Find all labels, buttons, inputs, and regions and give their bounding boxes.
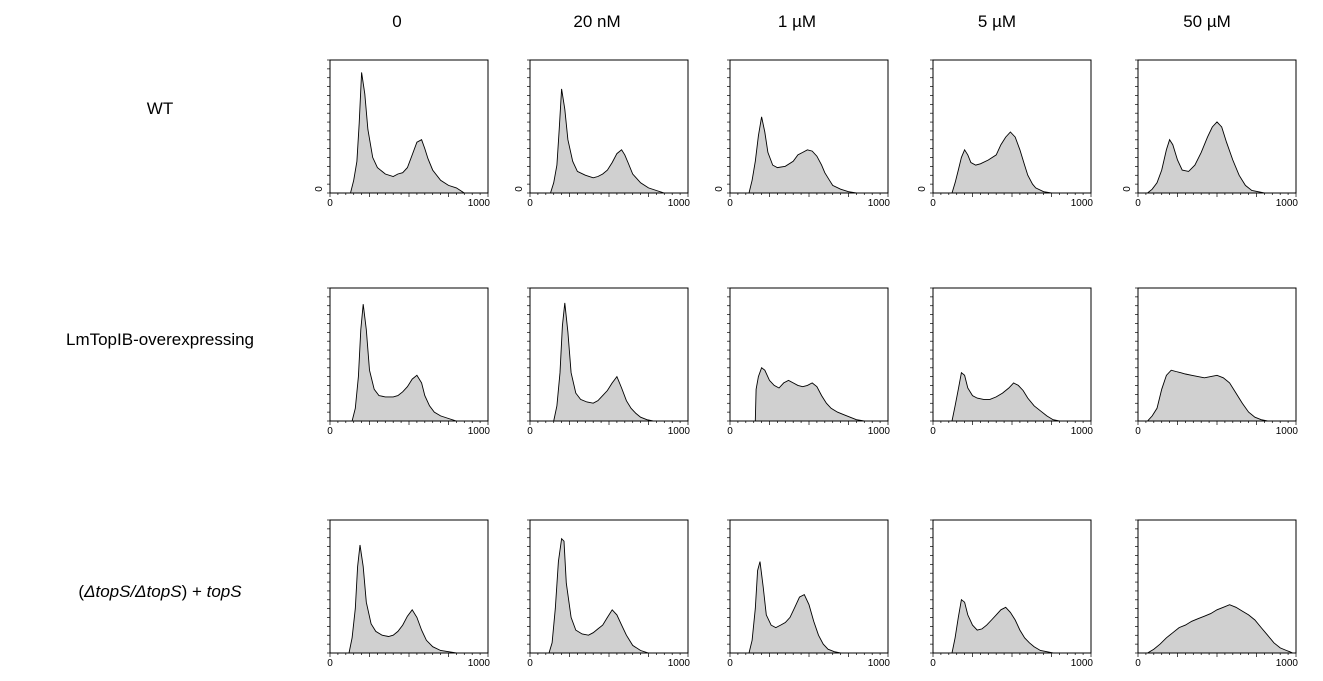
row-label-complemented: (ΔtopS/ΔtopS) + topS (5, 582, 315, 602)
histogram-area (1138, 369, 1296, 422)
row-label-part: LmTopIB-overexpressing (65, 330, 255, 349)
histogram-panel: 0 1000 (527, 287, 690, 437)
column-header-0: 0 (392, 12, 402, 31)
histogram-area (933, 131, 1091, 194)
histogram-area (330, 544, 488, 654)
x-tick-label: 0 (1135, 658, 1141, 669)
histogram-area (933, 371, 1091, 422)
histogram-panel: 0 1000 (727, 519, 890, 669)
column-header-50uM: 50 µM (1183, 12, 1231, 31)
x-tick-label: 1000 (468, 426, 491, 437)
x-tick-label: 0 (527, 426, 533, 437)
histogram-area (1138, 121, 1296, 194)
column-header-20nM: 20 nM (573, 12, 621, 31)
row-label-overexpressing: LmTopIB-overexpressing (5, 330, 315, 350)
x-tick-label: 0 (1135, 198, 1141, 209)
x-tick-label: 1000 (1071, 426, 1094, 437)
x-tick-label: 1000 (468, 198, 491, 209)
histogram-panel: 0 1000 0 (917, 59, 1093, 209)
histogram-panel: 0 1000 (1135, 519, 1298, 669)
x-tick-label: 0 (327, 658, 333, 669)
histogram-panel: 0 1000 (527, 519, 690, 669)
histogram-panel: 0 1000 (727, 287, 890, 437)
x-tick-label: 0 (527, 198, 533, 209)
histogram-area (330, 304, 488, 422)
histogram-panel: 0 1000 (930, 519, 1093, 669)
x-tick-label: 1000 (1071, 198, 1094, 209)
x-tick-label: 1000 (868, 658, 891, 669)
x-tick-label: 0 (527, 658, 533, 669)
x-tick-label: 1000 (468, 658, 491, 669)
y-tick-label: 0 (917, 186, 928, 192)
column-header-1uM: 1 µM (777, 12, 817, 31)
x-tick-label: 1000 (1071, 658, 1094, 669)
y-tick-label: 0 (1122, 186, 1133, 192)
histogram-area (933, 598, 1091, 654)
row-label-part: ΔtopS/ΔtopS (84, 582, 182, 601)
x-tick-label: 0 (327, 426, 333, 437)
y-tick-label: 0 (514, 186, 525, 192)
x-tick-label: 0 (327, 198, 333, 209)
x-tick-label: 1000 (668, 198, 691, 209)
x-tick-label: 1000 (868, 426, 891, 437)
histogram-area (730, 561, 888, 654)
x-tick-label: 1000 (1276, 658, 1299, 669)
histogram-panel: 0 1000 (327, 287, 490, 437)
row-label-part: WT (146, 99, 174, 118)
histogram-area (530, 302, 688, 422)
histogram-panel: 0 1000 0 (1122, 59, 1298, 209)
x-tick-label: 0 (1135, 426, 1141, 437)
histogram-area (530, 537, 688, 654)
x-tick-label: 0 (930, 658, 936, 669)
x-tick-label: 1000 (1276, 198, 1299, 209)
x-tick-label: 0 (727, 198, 733, 209)
row-label-part: topS (206, 582, 242, 601)
histogram-area (330, 72, 488, 194)
histogram-panel: 0 1000 (327, 519, 490, 669)
x-tick-label: 0 (727, 426, 733, 437)
row-label-wt: WT (5, 99, 315, 119)
histogram-area (1138, 604, 1296, 654)
x-tick-label: 1000 (1276, 426, 1299, 437)
histogram-area (530, 88, 688, 194)
x-tick-label: 0 (727, 658, 733, 669)
column-header-5uM: 5 µM (977, 12, 1017, 31)
row-label-part: ) + (181, 582, 207, 601)
row-label-part: ( (78, 582, 85, 601)
x-tick-label: 1000 (868, 198, 891, 209)
x-tick-label: 0 (930, 426, 936, 437)
histogram-panel: 0 1000 0 (314, 59, 490, 209)
y-tick-label: 0 (314, 186, 325, 192)
histogram-panel: 0 1000 0 (514, 59, 690, 209)
x-tick-label: 0 (930, 198, 936, 209)
histogram-panel: 0 1000 (930, 287, 1093, 437)
x-tick-label: 1000 (668, 658, 691, 669)
histogram-area (730, 116, 888, 194)
x-tick-label: 1000 (668, 426, 691, 437)
y-tick-label: 0 (714, 186, 725, 192)
histogram-area (730, 366, 888, 422)
histogram-panel: 0 1000 0 (714, 59, 890, 209)
histogram-panel: 0 1000 (1135, 287, 1298, 437)
